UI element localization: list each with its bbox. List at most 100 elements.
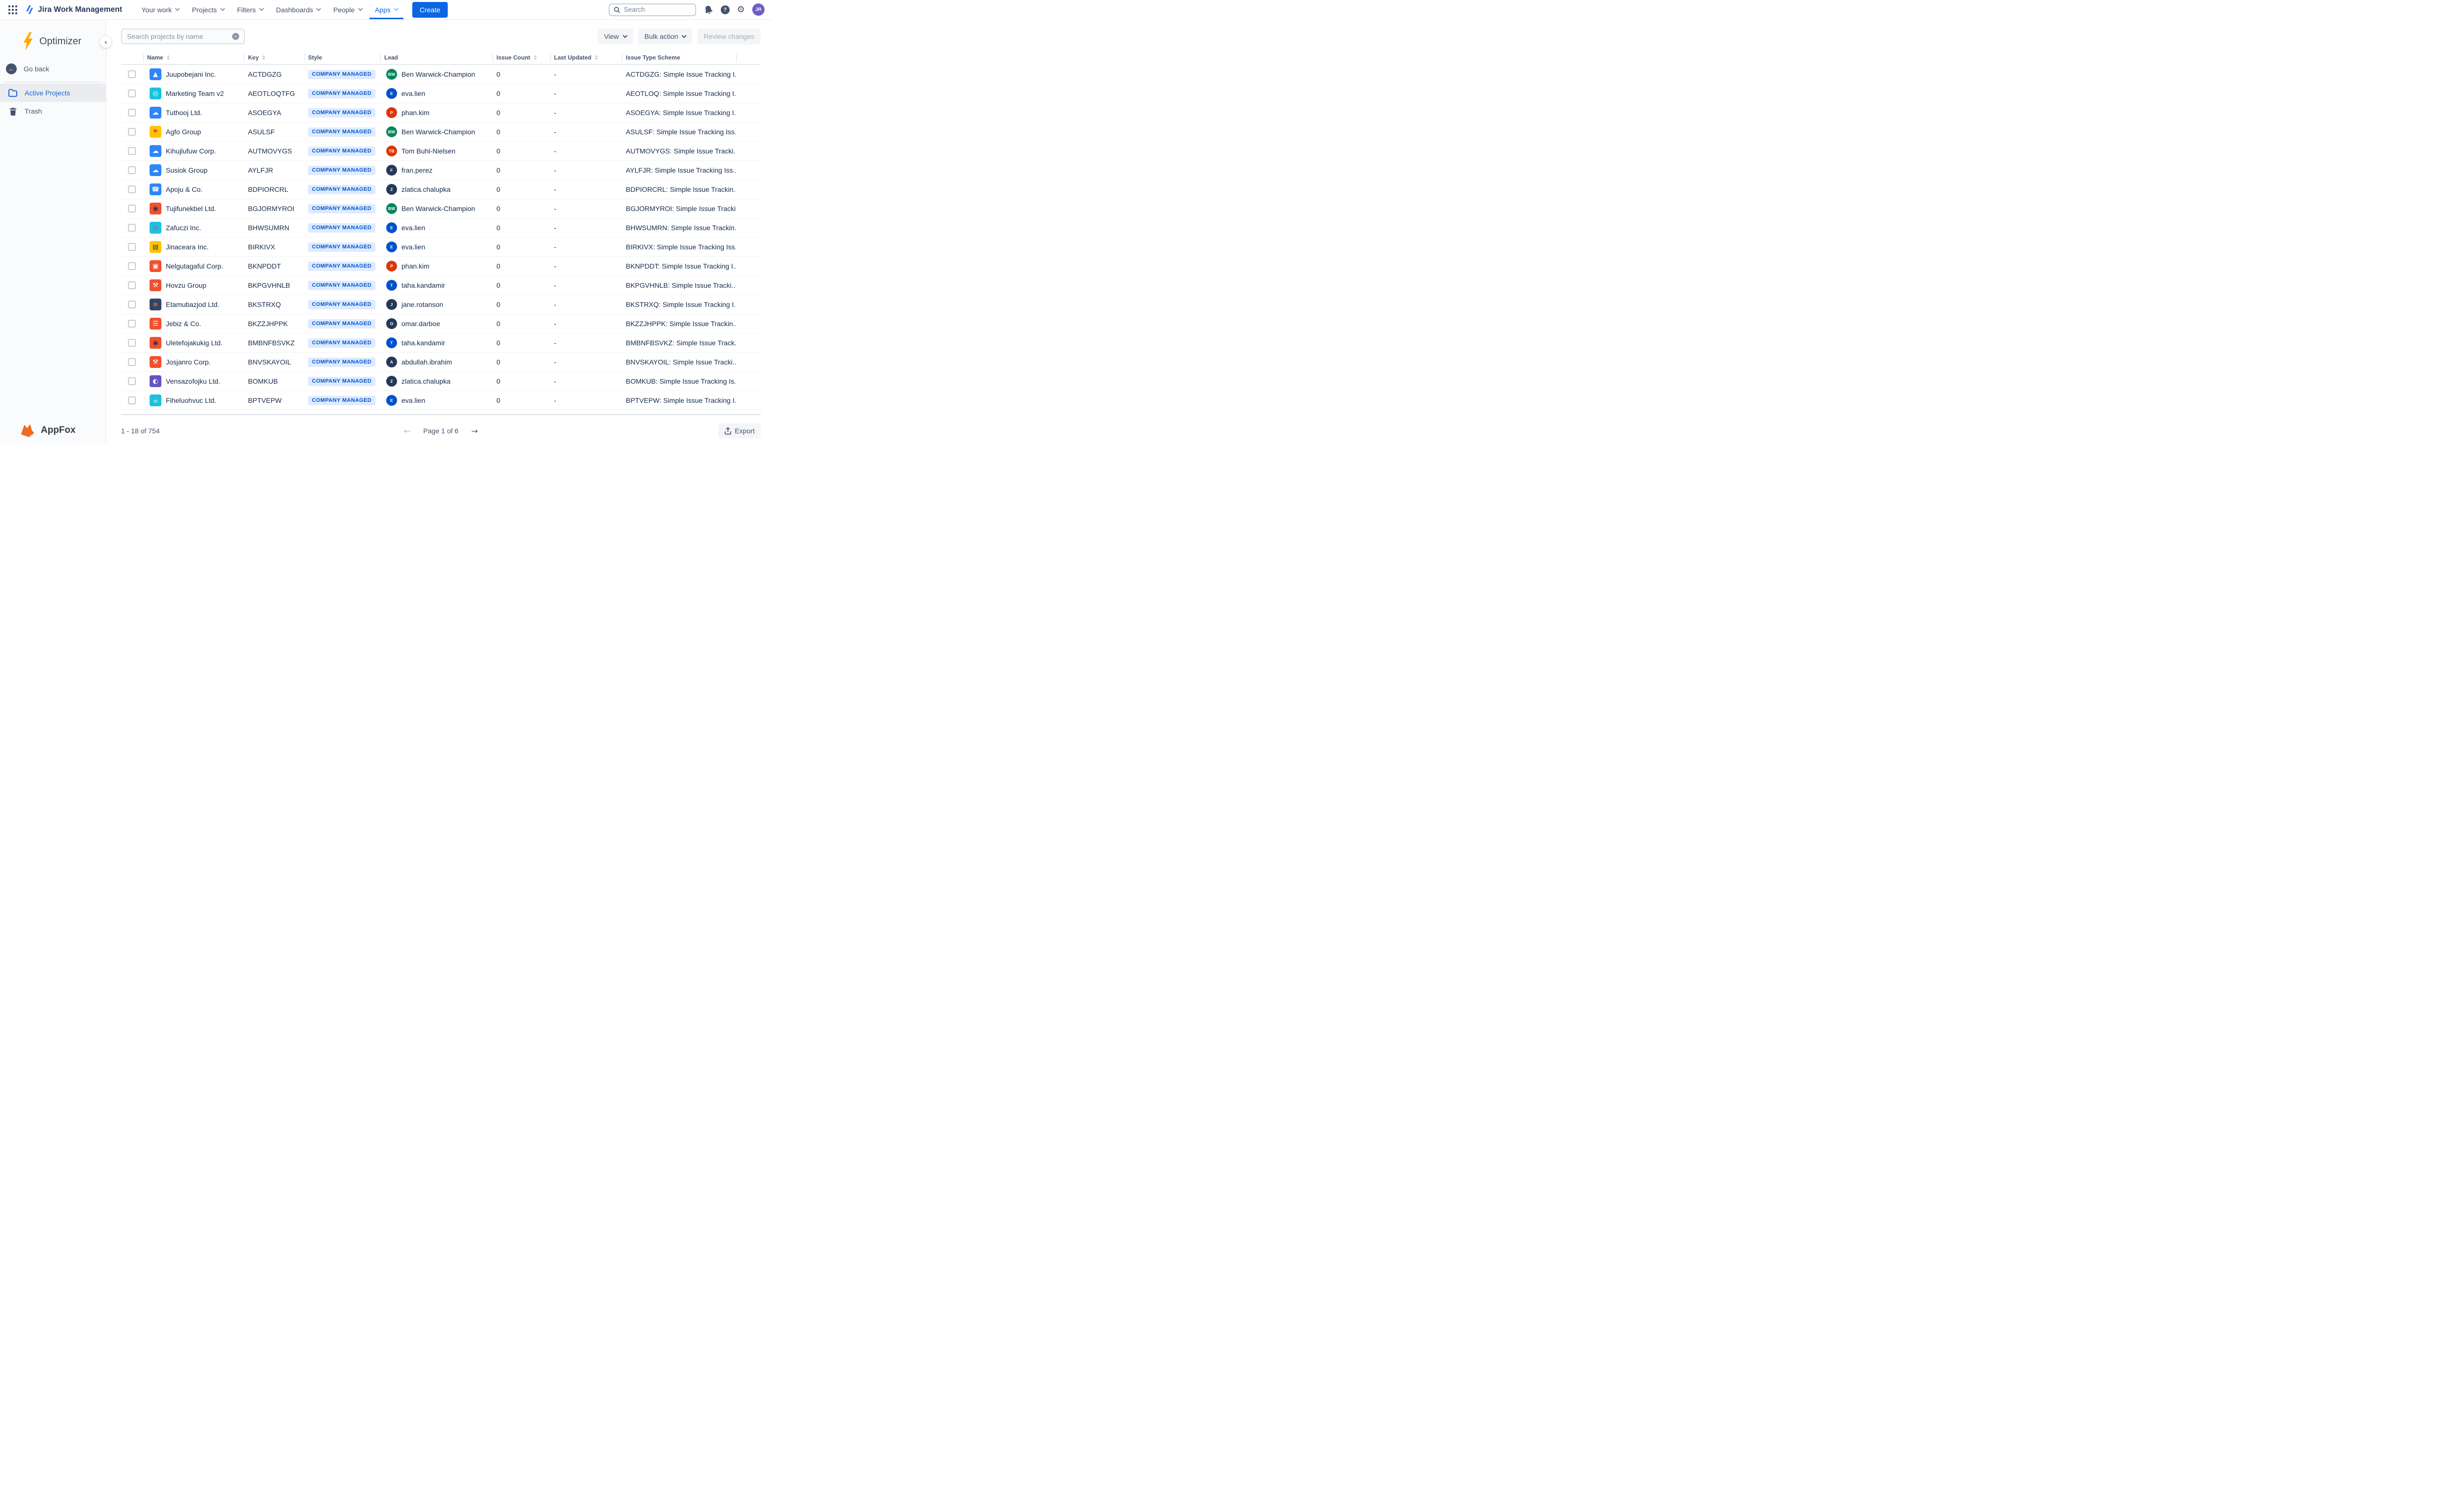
row-checkbox[interactable] bbox=[128, 358, 136, 366]
view-button[interactable]: View bbox=[597, 29, 633, 44]
table-row[interactable]: ⚒ Josjanro Corp. BNVSKAYOIL COMPANY MANAGED… bbox=[121, 353, 761, 372]
project-name[interactable]: Jinaceara Inc. bbox=[166, 243, 209, 251]
column-header-name[interactable]: Name bbox=[143, 51, 244, 64]
folder-icon bbox=[8, 89, 18, 97]
project-name[interactable]: Apoju & Co. bbox=[166, 185, 203, 193]
coffee-cup-icon: ☕ bbox=[150, 394, 161, 406]
nav-menu-apps[interactable]: Apps bbox=[369, 0, 404, 19]
nav-menu-people[interactable]: People bbox=[327, 0, 369, 19]
project-name[interactable]: Josjanro Corp. bbox=[166, 358, 211, 366]
app-switcher-icon[interactable] bbox=[6, 3, 20, 17]
row-checkbox[interactable] bbox=[128, 90, 136, 97]
lead-avatar: J bbox=[386, 299, 397, 310]
column-header-key[interactable]: Key bbox=[244, 51, 304, 64]
row-checkbox[interactable] bbox=[128, 243, 136, 251]
project-style-cell: COMPANY MANAGED bbox=[304, 69, 380, 79]
row-checkbox[interactable] bbox=[128, 128, 136, 136]
row-checkbox[interactable] bbox=[128, 147, 136, 155]
project-name[interactable]: Etamubazjod Ltd. bbox=[166, 301, 219, 308]
parrot-icon: ◐ bbox=[150, 375, 161, 387]
next-page-arrow-icon[interactable]: → bbox=[471, 426, 478, 436]
nav-menu-filters[interactable]: Filters bbox=[231, 0, 270, 19]
prev-page-arrow-icon[interactable]: ← bbox=[403, 426, 411, 436]
clear-search-icon[interactable]: × bbox=[232, 33, 239, 40]
issue-count: 0 bbox=[496, 147, 500, 155]
nav-menu-projects[interactable]: Projects bbox=[185, 0, 231, 19]
table-row[interactable]: ◎ Marketing Team v2 AEOTLOQTFG COMPANY MANA… bbox=[121, 84, 761, 103]
project-search[interactable]: × bbox=[121, 29, 245, 44]
review-changes-button[interactable]: Review changes bbox=[697, 29, 761, 44]
table-row[interactable]: ▲ Juupobejani Inc. ACTDGZG COMPANY MANAGED B… bbox=[121, 65, 761, 84]
table-row[interactable]: ◉ Uletefojakukig Ltd. BMBNFBSVKZ COMPANY MA… bbox=[121, 333, 761, 353]
go-back-button[interactable]: ← Go back bbox=[0, 61, 106, 76]
table-row[interactable]: ≡ Etamubazjod Ltd. BKSTRXQ COMPANY MANAGED J… bbox=[121, 295, 761, 314]
project-name[interactable]: Vensazofojku Ltd. bbox=[166, 377, 220, 385]
project-name[interactable]: Tujifunekbel Ltd. bbox=[166, 205, 216, 212]
sidebar-collapse-button[interactable]: ‹ bbox=[100, 36, 112, 48]
row-checkbox[interactable] bbox=[128, 185, 136, 193]
row-checkbox[interactable] bbox=[128, 70, 136, 78]
global-search[interactable] bbox=[608, 3, 696, 16]
nav-menu-your-work[interactable]: Your work bbox=[135, 0, 185, 19]
user-avatar[interactable]: JR bbox=[752, 3, 765, 16]
row-checkbox[interactable] bbox=[128, 166, 136, 174]
project-style-cell: COMPANY MANAGED bbox=[304, 204, 380, 213]
settings-gear-icon[interactable]: ⚙ bbox=[737, 4, 745, 15]
project-name[interactable]: Fiheluohvuc Ltd. bbox=[166, 396, 216, 404]
issue-type-scheme: BIRKIVX: Simple Issue Tracking Iss... bbox=[626, 243, 736, 251]
column-header-issue-count[interactable]: Issue Count bbox=[492, 51, 550, 64]
row-select-cell bbox=[121, 147, 143, 155]
project-name[interactable]: Marketing Team v2 bbox=[166, 90, 224, 97]
table-row[interactable]: ☁ Kihujlufuw Corp. AUTMOVYGS COMPANY MANAGE… bbox=[121, 142, 761, 161]
table-row[interactable]: ☕ Fiheluohvuc Ltd. BPTVEPW COMPANY MANAGED E… bbox=[121, 391, 761, 410]
table-row[interactable]: ⚑ Agfo Group ASULSF COMPANY MANAGED BW Ben Wa… bbox=[121, 122, 761, 142]
style-badge: COMPANY MANAGED bbox=[308, 319, 376, 329]
export-button[interactable]: Export bbox=[718, 423, 761, 438]
project-name[interactable]: Kihujlufuw Corp. bbox=[166, 147, 216, 155]
row-checkbox[interactable] bbox=[128, 224, 136, 232]
row-checkbox[interactable] bbox=[128, 320, 136, 328]
project-search-input[interactable] bbox=[127, 32, 228, 40]
project-name[interactable]: Nelgutagaful Corp. bbox=[166, 262, 223, 270]
table-row[interactable]: ◉ Tujifunekbel Ltd. BGJORMYROI COMPANY MANA… bbox=[121, 199, 761, 218]
issue-count: 0 bbox=[496, 243, 500, 251]
row-checkbox[interactable] bbox=[128, 396, 136, 404]
row-checkbox[interactable] bbox=[128, 109, 136, 117]
global-search-input[interactable] bbox=[623, 6, 691, 13]
project-name[interactable]: Agfo Group bbox=[166, 128, 201, 136]
project-name[interactable]: Zafuczi Inc. bbox=[166, 224, 201, 232]
row-checkbox[interactable] bbox=[128, 301, 136, 308]
style-badge: COMPANY MANAGED bbox=[308, 204, 376, 213]
table-row[interactable]: ▣ Nelgutagaful Corp. BKNPDDT COMPANY MANAGE… bbox=[121, 257, 761, 276]
lead-name: Tom Buhl-Nielsen bbox=[401, 147, 456, 155]
row-checkbox[interactable] bbox=[128, 262, 136, 270]
create-button[interactable]: Create bbox=[412, 1, 448, 18]
sidebar-item-active-projects[interactable]: Active Projects bbox=[0, 84, 106, 102]
project-name[interactable]: Uletefojakukig Ltd. bbox=[166, 339, 223, 347]
sidebar-item-trash[interactable]: Trash bbox=[0, 104, 106, 118]
row-select-cell bbox=[121, 301, 143, 308]
project-name[interactable]: Jebiz & Co. bbox=[166, 320, 201, 328]
row-checkbox[interactable] bbox=[128, 281, 136, 289]
column-header-last-updated[interactable]: Last Updated bbox=[550, 51, 622, 64]
project-name[interactable]: Juupobejani Inc. bbox=[166, 70, 216, 78]
project-key: BHWSUMRN bbox=[248, 224, 289, 232]
project-name[interactable]: Susiok Group bbox=[166, 166, 208, 174]
row-checkbox[interactable] bbox=[128, 377, 136, 385]
table-row[interactable]: ◐ Vensazofojku Ltd. BOMKUB COMPANY MANAGED Z… bbox=[121, 372, 761, 391]
project-name[interactable]: Tuthooj Ltd. bbox=[166, 109, 202, 117]
help-icon[interactable]: ? bbox=[720, 5, 730, 14]
row-checkbox[interactable] bbox=[128, 205, 136, 212]
project-name[interactable]: Hovzu Group bbox=[166, 281, 207, 289]
bulk-action-button[interactable]: Bulk action bbox=[638, 29, 693, 44]
nav-menu-dashboards[interactable]: Dashboards bbox=[270, 0, 327, 19]
row-checkbox[interactable] bbox=[128, 339, 136, 347]
notifications-icon[interactable] bbox=[704, 5, 713, 15]
